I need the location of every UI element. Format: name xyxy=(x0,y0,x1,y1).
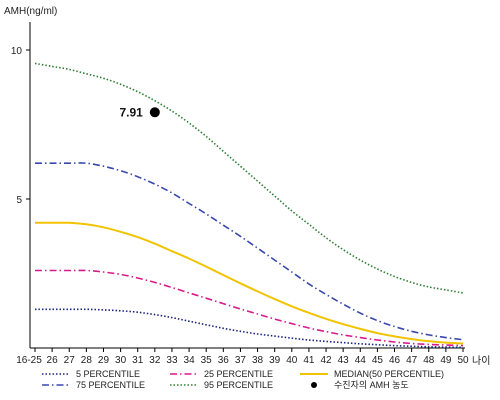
x-tick-label: 50 xyxy=(457,355,469,366)
x-tick-label: 42 xyxy=(320,355,332,366)
x-tick-label: 39 xyxy=(269,355,281,366)
plot-area: 5 10 16-25 26 27 28 29 30 31 32 33 34 35 36 37 38 39 40 41… xyxy=(11,22,469,366)
series-line-25-percentile xyxy=(34,269,464,347)
x-tick-label: 40 xyxy=(286,355,298,366)
x-tick-label: 30 xyxy=(115,355,127,366)
series-line-75-percentile xyxy=(35,162,464,341)
x-tick-label: 45 xyxy=(372,355,384,366)
x-tick-label: 44 xyxy=(355,355,367,366)
series-line-5-percentile xyxy=(35,308,464,349)
x-tick-label: 28 xyxy=(81,355,93,366)
x-tick-label: 31 xyxy=(132,355,144,366)
x-tick-label: 47 xyxy=(406,355,418,366)
patient-amh-point xyxy=(149,107,160,118)
legend: 5 PERCENTILE 25 PERCENTILE MEDIAN(50 PERCE… xyxy=(42,369,444,390)
x-axis-title: 나이 xyxy=(472,355,490,367)
y-axis-title: AMH(ng/ml) xyxy=(4,6,57,17)
series-line-median-50-percentile xyxy=(35,221,464,345)
y-tick-label: 10 xyxy=(11,46,23,57)
x-tick-label: 27 xyxy=(64,355,76,366)
x-tick-label: 46 xyxy=(389,355,401,366)
y-tick-label: 5 xyxy=(16,195,22,206)
legend-label: 25 PERCENTILE xyxy=(204,369,273,379)
x-tick-label: 33 xyxy=(166,355,178,366)
x-tick-label: 49 xyxy=(440,355,452,366)
x-tick-label: 16-25 xyxy=(16,355,42,366)
legend-label: MEDIAN(50 PERCENTILE) xyxy=(334,369,444,379)
legend-point-marker xyxy=(311,382,317,388)
legend-label: 75 PERCENTILE xyxy=(76,380,145,390)
legend-label: 95 PERCENTILE xyxy=(204,380,273,390)
legend-point-label: 수진자의 AMH 농도 xyxy=(334,380,409,390)
x-tick-label: 43 xyxy=(338,355,350,366)
x-tick-label: 26 xyxy=(47,355,59,366)
patient-amh-value-label: 7.91 xyxy=(119,105,143,119)
x-tick-label: 29 xyxy=(98,355,110,366)
legend-label: 5 PERCENTILE xyxy=(76,369,140,379)
x-tick-label: 38 xyxy=(252,355,264,366)
x-tick-label: 36 xyxy=(218,355,230,366)
x-tick-label: 35 xyxy=(201,355,213,366)
x-tick-label: 48 xyxy=(423,355,435,366)
series-line-95-percentile xyxy=(34,62,464,294)
x-tick-label: 37 xyxy=(235,355,247,366)
x-tick-label: 34 xyxy=(184,355,196,366)
x-tick-label: 41 xyxy=(303,355,315,366)
x-tick-label: 32 xyxy=(149,355,161,366)
